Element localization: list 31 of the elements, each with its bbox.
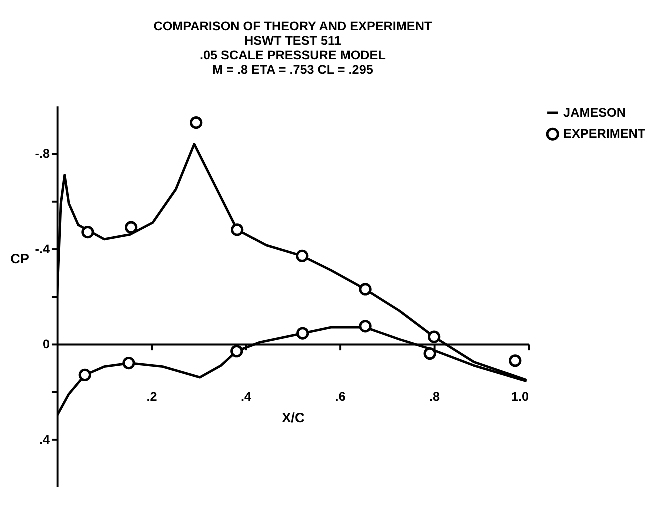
text: M = .8 ETA = .753 CL = .295	[212, 63, 374, 78]
text: COMPARISON OF THEORY AND EXPERIMENT	[154, 19, 432, 34]
point	[359, 320, 372, 333]
point	[231, 224, 244, 236]
text: HSWT TEST 511	[244, 34, 342, 48]
point	[125, 221, 138, 234]
x-tick-label: .6	[335, 390, 346, 404]
legend-label: EXPERIMENT	[564, 127, 646, 142]
point	[122, 356, 136, 370]
point	[190, 116, 203, 130]
x-tick-label: .2	[146, 390, 158, 404]
point	[230, 345, 244, 358]
text: .05 SCALE PRESSURE MODEL	[200, 48, 386, 63]
point	[359, 283, 372, 296]
point	[296, 327, 310, 340]
x-axis-title: X/C	[282, 410, 305, 426]
point	[428, 330, 441, 344]
y-tick-label: .4	[40, 432, 50, 447]
x-tick-label: .8	[430, 390, 440, 404]
point	[296, 250, 309, 262]
point	[82, 226, 94, 239]
y-tick-label: 0	[43, 338, 50, 352]
legend-label: JAMESON	[564, 106, 626, 120]
point	[424, 347, 436, 360]
point	[78, 368, 92, 382]
y-axis-title: CP	[10, 252, 30, 267]
x-tick-label: .4	[241, 390, 252, 404]
y-tick-label: -.8	[35, 147, 50, 162]
x-tick-label: 1.0	[511, 390, 530, 404]
y-tick-label: -.4	[35, 242, 50, 256]
point	[509, 354, 522, 368]
